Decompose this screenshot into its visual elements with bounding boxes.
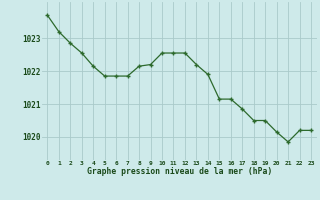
- X-axis label: Graphe pression niveau de la mer (hPa): Graphe pression niveau de la mer (hPa): [87, 167, 272, 176]
